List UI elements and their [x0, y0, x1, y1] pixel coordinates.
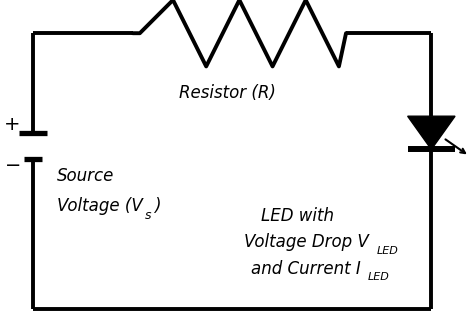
Text: +: + [4, 115, 20, 134]
Text: LED with: LED with [261, 207, 334, 225]
Text: Voltage (V: Voltage (V [57, 197, 143, 215]
Text: LED: LED [377, 246, 399, 256]
Text: Voltage Drop V: Voltage Drop V [244, 233, 369, 251]
Text: ): ) [154, 197, 161, 215]
Polygon shape [408, 116, 455, 149]
Text: Resistor (R): Resistor (R) [179, 84, 276, 102]
Text: and Current I: and Current I [251, 260, 361, 278]
Text: LED: LED [367, 272, 389, 282]
Text: Source: Source [57, 167, 114, 185]
Text: s: s [145, 208, 151, 222]
Text: −: − [5, 156, 21, 176]
